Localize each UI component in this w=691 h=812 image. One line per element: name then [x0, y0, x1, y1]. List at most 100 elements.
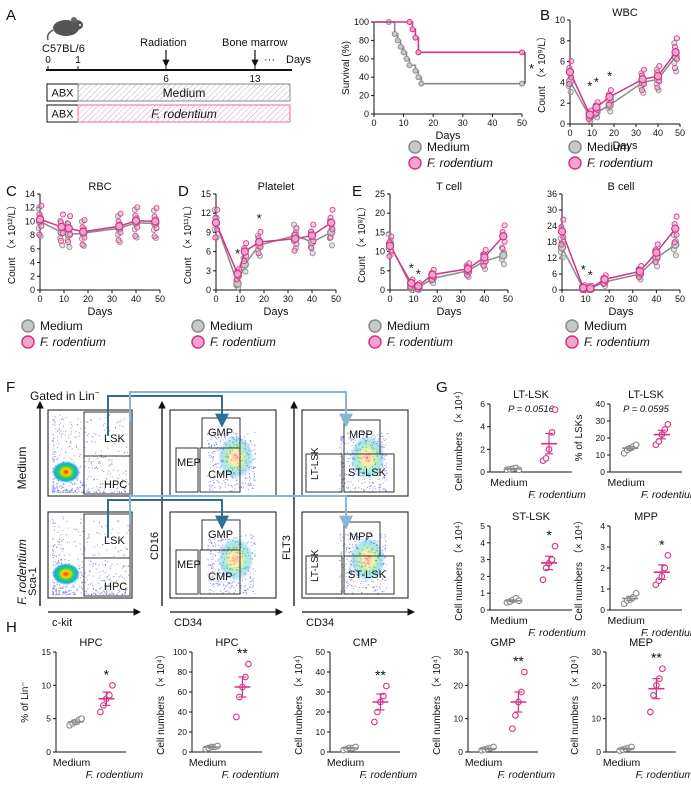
medium-hatched-bar [77, 83, 291, 102]
legend-label-rodentium: F. rodentium [587, 156, 653, 170]
event-dot [125, 470, 127, 472]
event-dot [93, 479, 95, 481]
event-dot [86, 434, 88, 436]
event-dot [349, 537, 351, 540]
event-dot [224, 433, 226, 435]
event-dot [122, 472, 124, 475]
event-dot [78, 491, 80, 493]
event-dot [125, 478, 127, 480]
event-dot [74, 592, 76, 594]
panel-letter-h: H [6, 619, 17, 636]
event-dot [84, 484, 86, 486]
event-dot [105, 593, 107, 596]
event-dot [53, 555, 56, 557]
replicate-point [308, 244, 315, 251]
event-dot [383, 576, 386, 578]
event-dot [58, 584, 60, 586]
event-dot [224, 538, 227, 540]
event-dot [127, 525, 129, 527]
event-dot [222, 578, 224, 580]
event-dot [88, 570, 91, 572]
event-dot [92, 575, 94, 577]
event-dot [99, 575, 101, 577]
event-dot [248, 476, 251, 478]
event-dot [55, 587, 57, 589]
event-dot [346, 487, 348, 489]
event-dot [118, 450, 120, 452]
event-dot [124, 591, 126, 593]
event-dot [342, 435, 344, 437]
gate-label-st-lsk: ST-LSK [348, 467, 387, 479]
event-dot [354, 585, 357, 587]
event-dot [125, 593, 127, 595]
y-tick-label: 3 [600, 542, 605, 552]
y-tick-label: 8 [560, 36, 565, 46]
event-dot [71, 483, 73, 485]
event-dot [63, 593, 65, 595]
event-dot [52, 483, 54, 485]
event-dot [371, 536, 373, 538]
event-dot [67, 491, 69, 493]
event-dot [58, 593, 60, 596]
event-dot [376, 579, 379, 581]
event-dot [93, 491, 95, 493]
event-dot [90, 582, 92, 584]
event-dot [340, 464, 342, 466]
event-dot [76, 479, 78, 481]
event-dot [379, 588, 381, 590]
event-dot [99, 491, 101, 493]
event-dot [228, 583, 230, 585]
y-tick-label: 0 [320, 747, 325, 757]
chart-title: MPP [634, 511, 658, 523]
event-dot [58, 491, 60, 494]
category-label-rodentium: F. rodentium [528, 489, 586, 501]
event-dot [380, 576, 382, 578]
event-dot [102, 543, 104, 546]
event-dot [59, 433, 61, 435]
event-dot [347, 433, 349, 435]
x-axis-label: Days [263, 306, 289, 318]
event-dot [63, 489, 65, 491]
event-dot [112, 593, 114, 595]
event-dot [361, 482, 363, 484]
x-tick-label: 10 [409, 294, 419, 304]
event-dot [62, 433, 64, 435]
event-dot [220, 486, 222, 488]
data-point [109, 681, 116, 689]
event-dot [87, 421, 89, 423]
gate-hpc [83, 557, 131, 597]
event-dot [345, 534, 347, 536]
y-tick-label: 4 [600, 521, 605, 531]
event-dot [53, 520, 55, 522]
event-dot [60, 430, 62, 432]
event-dot [62, 516, 64, 518]
replicate-point [499, 245, 506, 252]
event-dot [78, 432, 80, 434]
gate-st-lsk [343, 453, 395, 493]
event-dot [212, 575, 214, 577]
event-dot [69, 457, 71, 459]
event-dot [106, 590, 108, 592]
mean-point [233, 269, 242, 279]
y-tick-label: 3 [206, 266, 211, 276]
event-dot [339, 474, 341, 476]
event-dot [340, 438, 342, 440]
p-value: P = 0.0516 [508, 404, 555, 415]
event-dot [63, 586, 65, 588]
replicate-point [327, 234, 334, 241]
event-dot [213, 571, 215, 573]
event-dot [382, 471, 384, 473]
mean-point [35, 215, 45, 224]
event-dot [121, 593, 123, 595]
event-dot [379, 583, 382, 585]
event-dot [55, 590, 57, 592]
event-dot [210, 579, 212, 581]
event-dot [84, 446, 86, 449]
event-dot [80, 522, 82, 524]
event-dot [351, 578, 353, 580]
event-dot [381, 441, 383, 443]
event-dot [242, 486, 245, 488]
event-dot [104, 571, 106, 573]
event-dot [350, 440, 352, 442]
significance-star: ** [651, 650, 662, 666]
